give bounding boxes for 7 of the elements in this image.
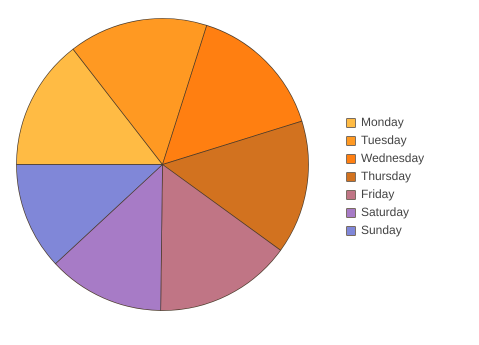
legend-label: Tuesday — [361, 133, 407, 147]
legend-label: Monday — [361, 115, 404, 129]
legend-label: Thursday — [361, 169, 412, 183]
legend-label: Sunday — [361, 223, 402, 237]
legend-label: Wednesday — [361, 151, 424, 165]
legend-label: Friday — [361, 187, 394, 201]
legend-label: Saturday — [361, 205, 410, 219]
